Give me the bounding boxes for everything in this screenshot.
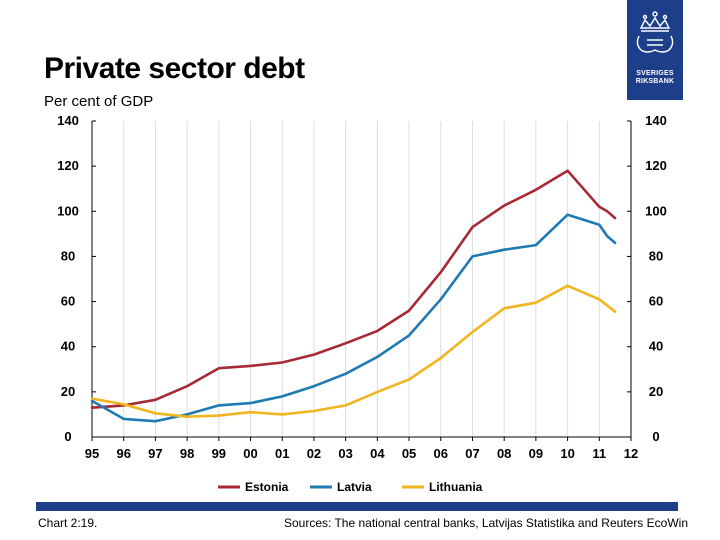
x-tick-label: 06 [434,446,448,461]
chart-subtitle: Per cent of GDP [44,93,154,110]
sources-note: Sources: The national central banks, Lat… [284,516,688,530]
x-tick-label: 02 [307,446,321,461]
y-tick-label-left: 20 [61,384,75,399]
x-tick-label: 10 [560,446,574,461]
legend-label: Lithuania [429,480,483,494]
chart-number: Chart 2:19. [38,516,98,530]
x-tick-label: 96 [116,446,130,461]
series-line-lithuania [90,284,617,419]
logo-wordmark: SVERIGES RIKSBANK [635,70,675,85]
x-tick-label: 11 [592,446,606,461]
x-tick-label: 08 [497,446,511,461]
x-tick-label: 00 [243,446,257,461]
x-tick-label: 99 [212,446,226,461]
x-tick-label: 03 [338,446,352,461]
x-tick-label: 09 [529,446,543,461]
x-tick-label: 12 [624,446,638,461]
page-title: Private sector debt [44,52,305,85]
y-tick-label-right: 80 [649,248,663,263]
riksbank-logo: SVERIGES RIKSBANK [627,0,683,100]
y-tick-label-left: 140 [57,113,79,128]
chart-axes [91,120,632,441]
legend-label: Latvia [337,480,372,494]
y-tick-label-right: 100 [645,203,667,218]
legend-item-latvia: Latvia [310,480,372,494]
y-tick-label-right: 60 [649,294,663,309]
y-tick-label-right: 120 [645,158,667,173]
x-tick-label: 01 [275,446,289,461]
y-tick-label-left: 100 [57,203,79,218]
chart-legend: Estonia Latvia Lithuania [218,480,483,494]
x-tick-label: 98 [180,446,194,461]
footer-rule [36,502,678,511]
legend-label: Estonia [245,480,289,494]
y-tick-label-right: 0 [652,429,659,444]
series-line-estonia [90,169,617,410]
y-tick-label-right: 40 [649,339,663,354]
x-tick-label: 05 [402,446,416,461]
y-tick-label-left: 40 [61,339,75,354]
legend-item-lithuania: Lithuania [402,480,483,494]
y-tick-label-right: 20 [649,384,663,399]
vertical-gridlines [123,121,600,437]
x-tick-label: 04 [370,446,385,461]
x-tick-label: 97 [148,446,162,461]
x-tick-label: 95 [85,446,99,461]
y-tick-label-right: 140 [645,113,667,128]
riksbank-crown-emblem-icon [636,11,674,53]
y-tick-label-left: 0 [64,429,71,444]
legend-item-estonia: Estonia [218,480,289,494]
x-tick-label: 07 [465,446,479,461]
y-tick-label-left: 80 [61,248,75,263]
chart-series [90,169,617,423]
y-tick-label-left: 60 [61,294,75,309]
series-line-latvia [90,213,617,423]
y-tick-label-left: 120 [57,158,79,173]
